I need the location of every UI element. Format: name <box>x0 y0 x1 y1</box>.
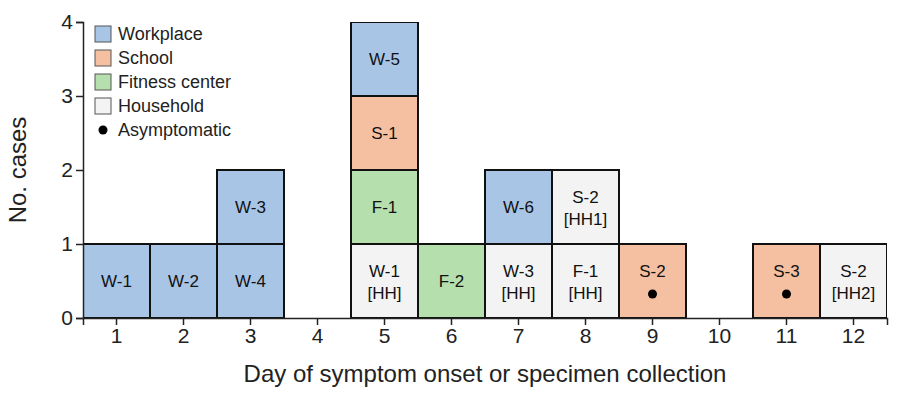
case-box <box>485 244 552 318</box>
y-tick-label: 2 <box>61 158 73 181</box>
legend-label: Workplace <box>118 24 203 44</box>
legend-swatch <box>95 50 111 66</box>
case-label: W-1[HH] <box>368 262 402 303</box>
case-label: F-2 <box>439 272 465 291</box>
legend-swatch <box>95 98 111 114</box>
case-box <box>217 244 284 318</box>
y-tick: 3 <box>61 84 83 107</box>
case-box <box>619 244 686 318</box>
y-tick: 4 <box>61 10 83 33</box>
y-tick-label: 0 <box>61 306 73 329</box>
x-axis: 123456789101112 <box>84 318 888 347</box>
x-tick-label: 4 <box>312 324 324 347</box>
y-tick-mark <box>76 22 83 24</box>
x-tick: 6 <box>446 318 458 347</box>
legend-label: Fitness center <box>118 72 231 92</box>
case-label: W-4 <box>235 272 266 291</box>
case-label: F-1[HH] <box>569 262 603 303</box>
case-label: F-1 <box>372 198 398 217</box>
case-label: W-3[HH] <box>502 262 536 303</box>
chart: W-1 W-2 W-4 W-3 W-1[HH] F-1 S-1 W-5 F-2 W-3[HH] W-… <box>0 0 900 400</box>
y-axis: 0 1 2 3 4 <box>61 10 83 329</box>
legend-swatch <box>95 74 111 90</box>
case-label: S-1 <box>371 124 397 143</box>
x-axis-title: Day of symptom onset or specimen collect… <box>244 360 727 387</box>
y-tick-mark <box>76 318 83 320</box>
y-tick-label: 3 <box>61 84 73 107</box>
case-box <box>552 244 619 318</box>
case-box <box>753 244 820 318</box>
case-box <box>485 170 552 244</box>
case-box <box>83 244 150 318</box>
asymptomatic-dot <box>782 290 791 299</box>
case-label: W-6 <box>503 198 534 217</box>
case-box <box>150 244 217 318</box>
case-label: S-2 <box>639 262 665 281</box>
x-axis-line <box>84 319 888 326</box>
case-label: S-3 <box>773 262 799 281</box>
case-box <box>351 96 418 170</box>
y-axis-title: No. cases <box>4 117 31 224</box>
legend-label: School <box>118 48 173 68</box>
case-box <box>351 244 418 318</box>
case-label: W-2 <box>168 272 199 291</box>
legend-marker <box>99 126 108 135</box>
legend-swatch <box>95 26 111 42</box>
case-box <box>351 170 418 244</box>
x-tick: 11 <box>776 318 798 347</box>
y-tick-label: 4 <box>61 10 73 33</box>
case-label: S-2[HH1] <box>564 188 607 229</box>
case-box <box>552 170 619 244</box>
y-tick-mark <box>76 170 83 172</box>
x-tick: 2 <box>178 318 190 347</box>
case-label: W-5 <box>369 50 400 69</box>
y-tick-mark <box>76 244 83 246</box>
x-tick-label: 10 <box>708 324 731 347</box>
x-tick: 1 <box>111 318 123 347</box>
y-tick: 2 <box>61 158 83 181</box>
case-box <box>351 22 418 96</box>
y-tick-mark <box>76 96 83 98</box>
x-tick-label: 9 <box>647 324 659 347</box>
x-tick: 8 <box>580 318 592 347</box>
x-tick-label: 8 <box>580 324 592 347</box>
legend-label: Household <box>118 96 204 116</box>
x-tick: 7 <box>513 318 525 347</box>
x-tick-label: 11 <box>776 324 798 347</box>
x-tick: 9 <box>647 318 659 347</box>
x-tick: 4 <box>312 318 324 347</box>
x-tick-label: 12 <box>842 324 865 347</box>
case-label: S-2[HH2] <box>832 262 875 303</box>
x-tick-label: 7 <box>513 324 525 347</box>
y-tick: 1 <box>61 232 83 255</box>
x-tick-label: 6 <box>446 324 458 347</box>
legend: Workplace School Fitness center Household As… <box>95 24 231 140</box>
case-box <box>418 244 485 318</box>
case-label: W-3 <box>235 198 266 217</box>
x-tick-label: 1 <box>111 324 123 347</box>
case-label: W-1 <box>101 272 132 291</box>
x-tick: 5 <box>379 318 391 347</box>
y-axis-line <box>76 23 84 319</box>
box-labels: W-1 W-2 W-4 W-3 W-1[HH] F-1 S-1 W-5 F-2 W-3[HH] W-… <box>101 50 875 303</box>
x-tick-label: 2 <box>178 324 190 347</box>
case-box <box>217 170 284 244</box>
y-tick: 0 <box>61 306 83 329</box>
case-box <box>820 244 887 318</box>
x-tick: 3 <box>245 318 257 347</box>
asymptomatic-dot <box>648 290 657 299</box>
legend-label: Asymptomatic <box>118 120 231 140</box>
x-tick: 10 <box>708 318 731 347</box>
x-tick-label: 3 <box>245 324 257 347</box>
x-tick-label: 5 <box>379 324 391 347</box>
boxes <box>83 22 887 318</box>
x-tick: 12 <box>842 318 865 347</box>
y-tick-label: 1 <box>61 232 73 255</box>
